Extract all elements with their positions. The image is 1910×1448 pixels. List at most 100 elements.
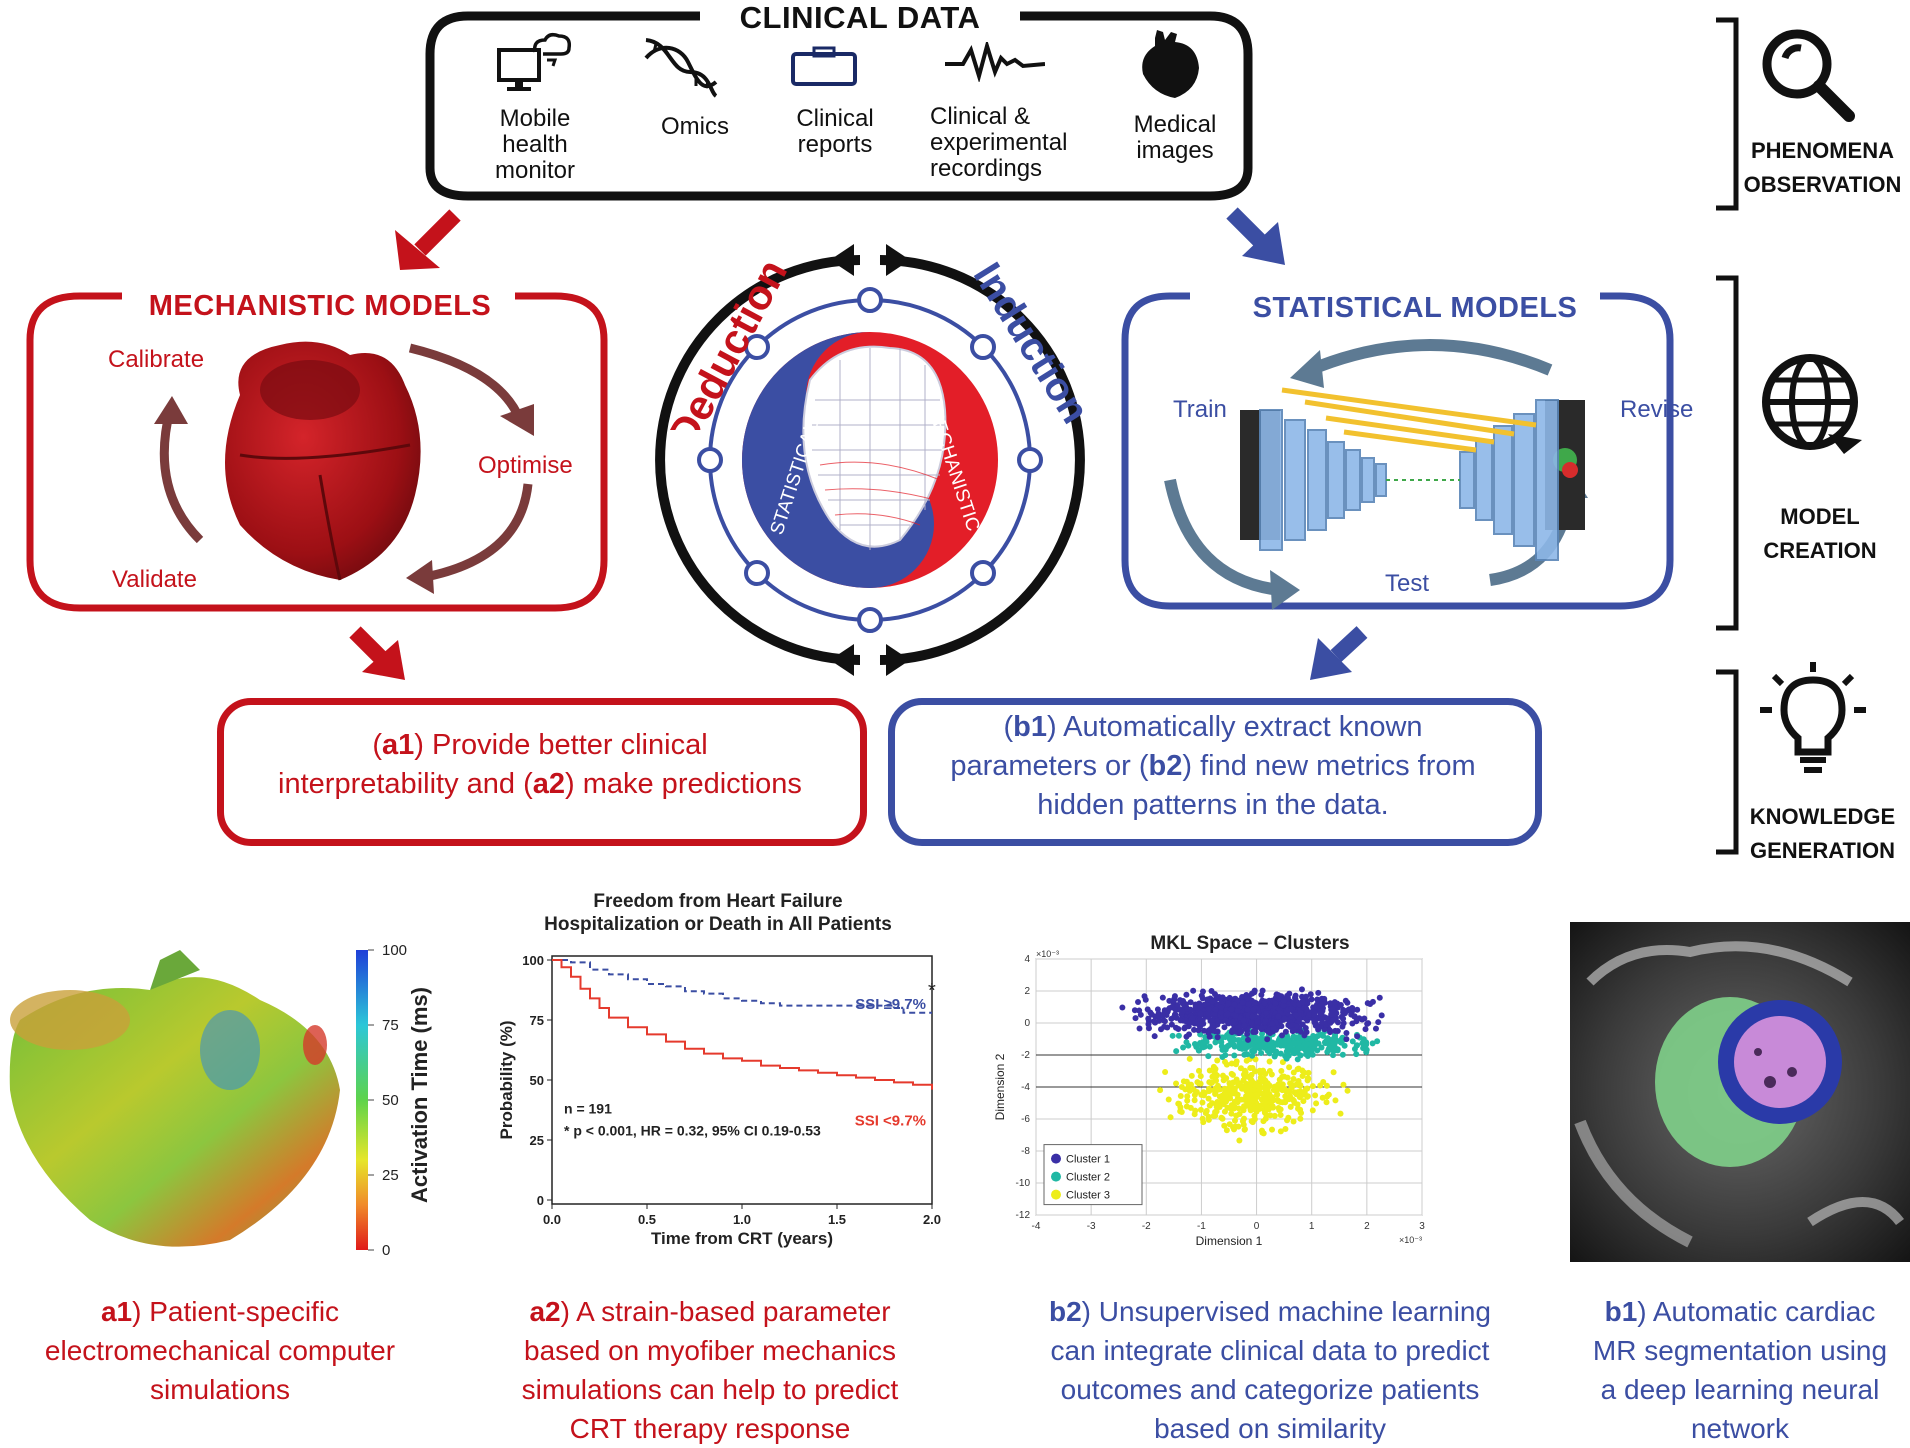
km-series-label: SSI <9.7% <box>855 1113 926 1130</box>
activation-heart-image <box>9 950 340 1247</box>
scatter-point <box>1309 1107 1316 1114</box>
scatter-point <box>1329 1045 1336 1052</box>
scatter-point <box>1257 1035 1264 1042</box>
scatter-point <box>1329 1017 1336 1024</box>
km-annotation-n: n = 191 <box>564 1101 612 1117</box>
scatter-point <box>1148 1011 1155 1018</box>
scatter-ytick-label: -4 <box>1021 1082 1030 1093</box>
scatter-point <box>1186 1055 1193 1062</box>
scatter-point <box>1332 1027 1339 1034</box>
scatter-point <box>1241 1096 1248 1103</box>
scatter-point <box>1206 1067 1213 1074</box>
scatter-point <box>1277 1128 1284 1135</box>
scatter-point <box>1307 991 1314 998</box>
scatter-point <box>1239 993 1246 1000</box>
scatter-xtick-label: -4 <box>1032 1221 1041 1232</box>
scatter-point <box>1190 987 1197 994</box>
scatter-point <box>1279 1099 1286 1106</box>
scatter-point <box>1340 1081 1347 1088</box>
km-series-line <box>552 959 932 1014</box>
scatter-point <box>1261 1000 1268 1007</box>
scatter-point <box>1337 1110 1344 1117</box>
scatter-point <box>1262 1095 1269 1102</box>
scatter-point <box>1327 1029 1334 1036</box>
scatter-point <box>1369 1040 1376 1047</box>
scatter-point <box>1312 1092 1319 1099</box>
scatter-point <box>1239 1118 1246 1125</box>
scatter-point <box>1197 1073 1204 1080</box>
scatter-point <box>1314 996 1321 1003</box>
scatter-point <box>1195 1067 1202 1074</box>
right-brackets <box>1716 17 1739 855</box>
scatter-point <box>1323 1082 1330 1089</box>
scatter-point <box>1212 1089 1219 1096</box>
scatter-point <box>1136 1025 1143 1032</box>
scatter-point <box>1202 1110 1209 1117</box>
magnifier-icon <box>1762 29 1855 122</box>
scatter-point <box>1363 1039 1370 1046</box>
scatter-point <box>1360 1045 1367 1052</box>
scatter-point <box>1205 1010 1212 1017</box>
flow-arrows <box>349 207 1368 680</box>
deduction-label: Deduction <box>658 252 796 430</box>
outcome-a-box <box>217 698 867 846</box>
scatter-point <box>1157 1087 1164 1094</box>
scatter-point <box>1281 1073 1288 1080</box>
scatter-point <box>1231 1001 1238 1008</box>
side-label-knowledge: KNOWLEDGE GENERATION <box>1749 804 1896 863</box>
scatter-point <box>1252 1028 1259 1035</box>
scatter-point <box>1343 1036 1350 1043</box>
scatter-point <box>1199 1044 1206 1051</box>
scatter-point <box>1166 997 1173 1004</box>
km-ytick-label: 100 <box>522 953 544 968</box>
briefcase-icon <box>791 46 857 86</box>
scatter-point <box>1287 1043 1294 1050</box>
scatter-point <box>1209 1021 1216 1028</box>
scatter-point <box>1132 1015 1139 1022</box>
scatter-point <box>1253 1082 1260 1089</box>
scatter-point <box>1230 1079 1237 1086</box>
scatter-point <box>1209 998 1216 1005</box>
colorbar-label-svg: Activation Time (ms) <box>407 987 432 1203</box>
scatter-point <box>1190 1086 1197 1093</box>
scatter-point <box>1239 999 1246 1006</box>
clinical-item-mobile-health: Mobile health monitor <box>494 105 576 184</box>
scatter-point <box>1290 1027 1297 1034</box>
scatter-point <box>1173 1048 1180 1055</box>
scatter-point <box>1184 1093 1191 1100</box>
scatter-point <box>1221 1090 1228 1097</box>
scatter-point <box>1231 1085 1238 1092</box>
scatter-point <box>1364 1020 1371 1027</box>
scatter-point <box>1249 1013 1256 1020</box>
scatter-point <box>1155 1017 1162 1024</box>
scatter-point <box>1323 1099 1330 1106</box>
colorbar-tick-100: 100 <box>382 942 408 959</box>
scatter-point <box>1251 1097 1258 1104</box>
clinical-item-reports: Clinical reports <box>796 105 874 158</box>
scatter-point <box>1267 1112 1274 1119</box>
scatter-point <box>1232 1012 1239 1019</box>
center-cycle: STATISTICAL MECHANISTIC <box>655 244 1085 676</box>
scatter-xtick-label: -2 <box>1142 1221 1151 1232</box>
scatter-point <box>1266 1058 1273 1065</box>
neural-network-image <box>1164 339 1588 610</box>
scatter-point <box>1378 1012 1385 1019</box>
scatter-point <box>1150 1018 1157 1025</box>
scatter-point <box>1167 1114 1174 1121</box>
side-label-model: MODEL CREATION <box>1763 504 1877 563</box>
scatter-point <box>1277 1050 1284 1057</box>
scatter-point <box>1187 999 1194 1006</box>
scatter-point <box>1374 1038 1381 1045</box>
scatter-point <box>1367 1000 1374 1007</box>
scatter-point <box>1226 994 1233 1001</box>
scatter-point <box>1287 1103 1294 1110</box>
scatter-point <box>1308 1046 1315 1053</box>
scatter-point <box>1164 1008 1171 1015</box>
scatter-legend-marker <box>1051 1189 1061 1200</box>
scatter-point <box>1278 1032 1285 1039</box>
scatter-point <box>1228 1110 1235 1117</box>
scatter-point <box>1191 1111 1198 1118</box>
scatter-point <box>1249 1086 1256 1093</box>
scatter-point <box>1200 1119 1207 1126</box>
scatter-point <box>1349 1005 1356 1012</box>
